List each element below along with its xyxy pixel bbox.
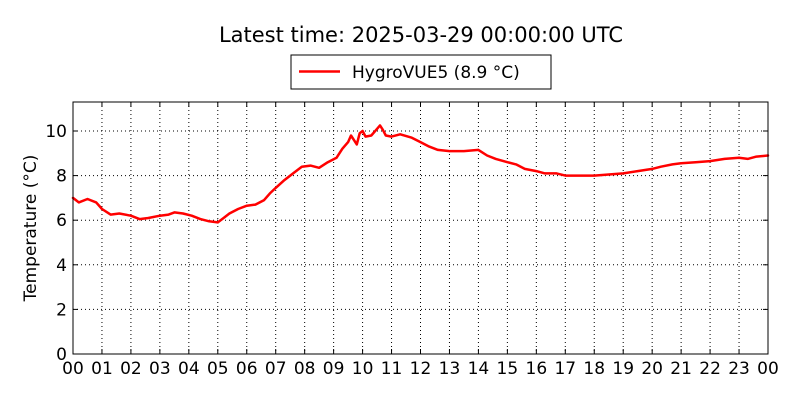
y-tick-label: 4: [56, 256, 67, 276]
y-axis-label: Temperature (°C): [21, 155, 41, 303]
x-tick-label: 09: [323, 359, 345, 379]
x-tick-label: 08: [294, 359, 316, 379]
x-tick-label: 15: [497, 359, 519, 379]
x-tick-label: 06: [236, 359, 258, 379]
plot-series: [71, 124, 770, 224]
x-tick-label: 22: [699, 359, 721, 379]
x-tick-label: 03: [149, 359, 171, 379]
x-tick-label: 05: [207, 359, 229, 379]
x-tick-label: 00: [62, 359, 84, 379]
y-tick-labels: 0 2 4 6 8 10: [45, 122, 67, 365]
x-tick-label: 20: [641, 359, 663, 379]
axis-ticks: [72, 102, 769, 355]
x-tick-label: 10: [352, 359, 374, 379]
x-tick-label: 18: [583, 359, 605, 379]
x-tick-label: 07: [265, 359, 287, 379]
x-tick-label: 16: [526, 359, 548, 379]
x-tick-label: 04: [178, 359, 200, 379]
x-tick-label: 02: [120, 359, 142, 379]
y-tick-label: 0: [56, 345, 67, 365]
x-tick-label: 17: [554, 359, 576, 379]
x-tick-label: 12: [410, 359, 432, 379]
x-tick-label: 23: [728, 359, 750, 379]
y-tick-label: 10: [45, 122, 67, 142]
x-tick-label: 00: [757, 359, 779, 379]
y-tick-label: 6: [56, 211, 67, 231]
x-tick-label: 14: [468, 359, 490, 379]
x-tick-labels: 00 01 02 03 04 05 06 07 08 09 10 11 12 13 14 15 16 17 18 19…: [62, 359, 779, 379]
x-tick-label: 01: [91, 359, 113, 379]
y-tick-label: 8: [56, 167, 67, 187]
legend-entry-label: HygroVUE5 (8.9 °C): [352, 63, 520, 83]
series-line: [71, 124, 770, 224]
x-tick-label: 13: [439, 359, 461, 379]
legend: HygroVUE5 (8.9 °C): [290, 54, 552, 90]
x-tick-label: 11: [381, 359, 403, 379]
chart-title: Latest time: 2025-03-29 00:00:00 UTC: [219, 23, 623, 47]
x-tick-label: 21: [670, 359, 692, 379]
y-tick-label: 2: [56, 300, 67, 320]
x-tick-label: 19: [612, 359, 634, 379]
grid: [73, 102, 768, 354]
plot-frame: [72, 101, 769, 355]
